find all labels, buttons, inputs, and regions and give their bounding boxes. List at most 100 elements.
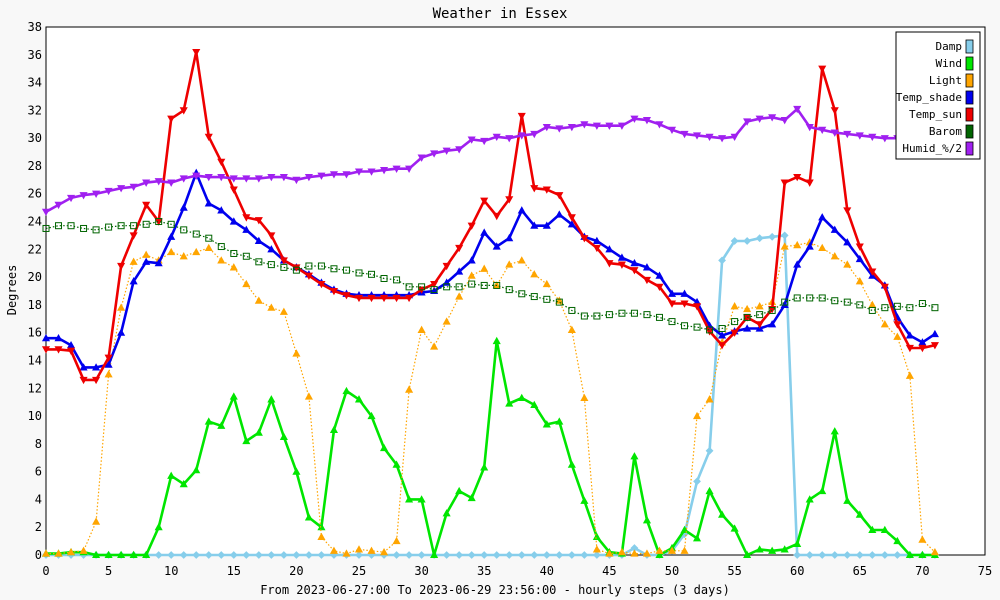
data-point (217, 421, 226, 429)
data-point (242, 551, 251, 559)
data-point (254, 296, 263, 304)
x-tick-label: 15 (227, 564, 241, 578)
data-point (567, 325, 576, 333)
data-point (129, 277, 138, 285)
y-tick-label: 8 (35, 437, 42, 451)
data-point (217, 243, 225, 251)
data-point (517, 112, 526, 121)
data-point (379, 547, 389, 556)
data-point (480, 281, 488, 289)
x-tick-label: 40 (540, 564, 554, 578)
data-point (79, 546, 88, 554)
data-point (530, 185, 539, 193)
data-point (843, 238, 852, 246)
y-tick-label: 20 (28, 270, 42, 284)
data-point (179, 252, 188, 260)
data-point (730, 133, 739, 141)
chart-title: Weather in Essex (433, 6, 568, 22)
x-tick-label: 65 (853, 564, 867, 578)
data-point (292, 176, 301, 185)
data-point (480, 228, 489, 236)
data-point (681, 322, 689, 330)
data-point (117, 262, 126, 271)
data-point (856, 301, 864, 309)
y-tick-label: 6 (35, 465, 42, 479)
data-point (417, 551, 426, 559)
data-point (542, 420, 551, 428)
data-point (92, 226, 100, 234)
data-point (492, 242, 501, 250)
data-point (167, 232, 176, 240)
legend-swatch (965, 73, 974, 88)
data-point (392, 551, 401, 559)
y-tick-label: 34 (28, 76, 42, 90)
data-point (267, 395, 276, 403)
data-point (718, 510, 727, 518)
data-point (217, 174, 226, 182)
data-point (567, 460, 576, 468)
plot-frame (45, 26, 986, 556)
data-point (167, 471, 176, 479)
data-point (893, 321, 902, 329)
data-point (731, 318, 739, 326)
data-point (818, 486, 827, 495)
data-point (855, 551, 864, 559)
data-point (342, 549, 351, 557)
series-line (45, 220, 936, 331)
data-point (617, 122, 626, 130)
data-point (292, 266, 300, 274)
data-point (793, 551, 802, 559)
data-point (843, 130, 852, 139)
data-point (592, 532, 601, 540)
data-point (768, 320, 777, 328)
data-point (793, 260, 802, 268)
data-point (317, 280, 326, 289)
data-point (492, 551, 501, 559)
y-tick-label: 0 (35, 548, 42, 562)
data-point (843, 551, 852, 559)
data-point (455, 551, 464, 559)
data-point (567, 123, 576, 132)
data-point (505, 286, 513, 294)
data-point (718, 331, 727, 339)
data-point (129, 232, 138, 240)
data-point (480, 551, 489, 559)
data-point (279, 257, 288, 265)
data-point (130, 222, 138, 230)
series-temp-sun (41, 48, 939, 385)
data-point (655, 283, 664, 292)
data-point (455, 146, 464, 154)
x-tick-labels: 0 5 10 15 20 25 30 35 40 45 50 55 60 65 70 75 (42, 564, 992, 578)
data-point (392, 165, 401, 173)
data-point (818, 213, 827, 221)
data-point (743, 118, 752, 126)
data-point (154, 522, 163, 531)
x-tick-label: 50 (665, 564, 679, 578)
data-point (517, 551, 526, 559)
data-point (155, 218, 163, 226)
data-point (617, 253, 626, 261)
y-tick-label: 14 (28, 353, 42, 367)
data-point (492, 133, 501, 141)
data-point (41, 549, 51, 557)
data-point (655, 313, 663, 321)
data-point (179, 551, 188, 559)
data-point (743, 237, 752, 245)
data-point (229, 186, 238, 194)
data-point (680, 289, 689, 297)
data-point (930, 547, 939, 556)
data-point (167, 179, 176, 187)
data-point (254, 217, 263, 225)
data-point (542, 123, 551, 132)
data-point (668, 318, 676, 326)
data-point (154, 178, 163, 186)
data-point (680, 300, 689, 308)
x-axis-label: From 2023-06-27:00 To 2023-06-29 23:56:0… (260, 583, 730, 597)
data-point (642, 263, 652, 271)
data-point (580, 496, 589, 504)
data-point (868, 133, 877, 141)
legend-label: Humid_%/2 (902, 142, 962, 155)
data-point (329, 171, 339, 179)
data-point (455, 292, 464, 300)
data-point (317, 551, 326, 559)
